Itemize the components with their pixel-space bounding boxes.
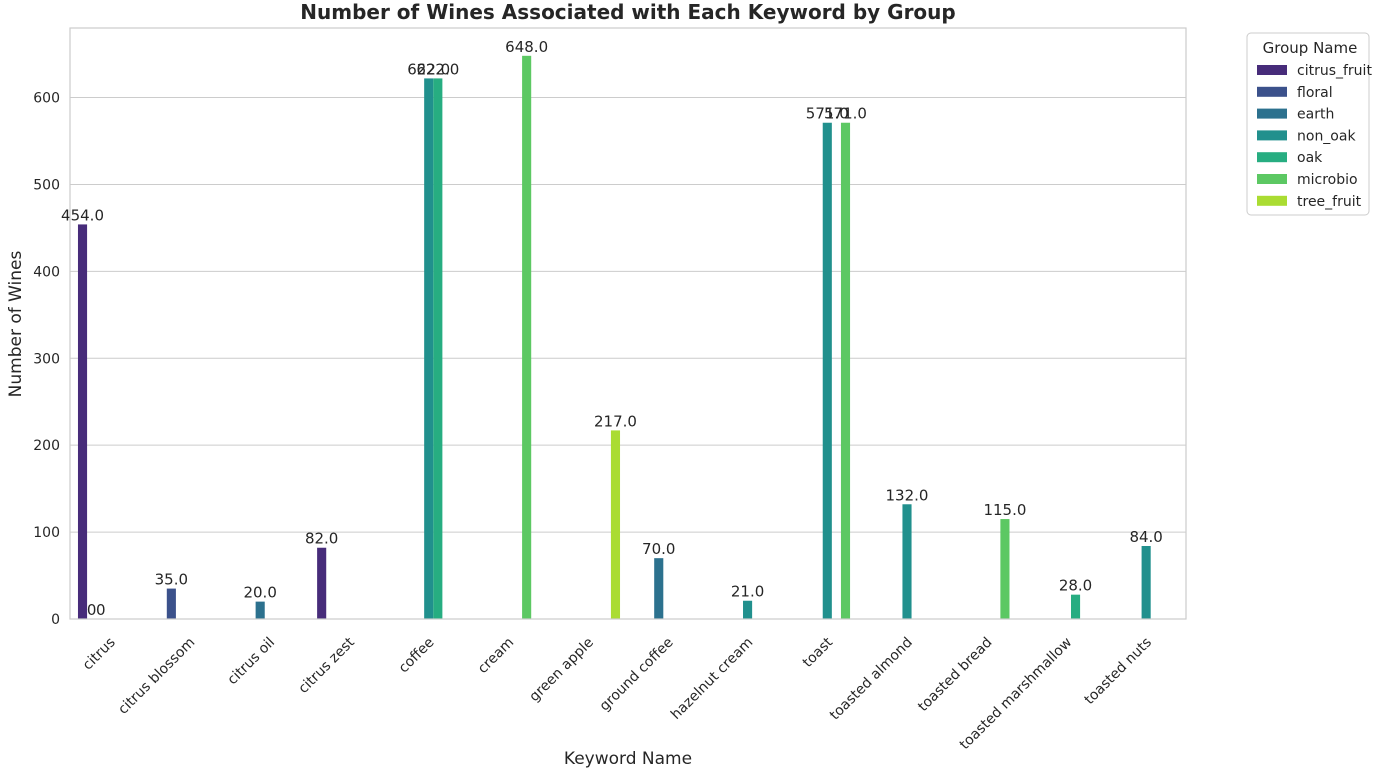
data-label: 82.0 (305, 530, 338, 548)
plot-background (70, 28, 1186, 619)
bar-oak (433, 78, 443, 620)
data-label: 132.0 (886, 486, 929, 504)
data-label: 84.0 (1129, 528, 1162, 546)
bars (77, 55, 1151, 620)
y-tick-label: 400 (33, 264, 60, 280)
legend-label-microbio: microbio (1297, 172, 1358, 188)
bar-non_oak (822, 122, 832, 619)
bar-earth (654, 558, 664, 619)
y-tick-label: 600 (33, 91, 60, 107)
y-axis-ticks: 0 100 200 300 400 500 600 (33, 91, 60, 628)
plot-area (70, 28, 1186, 619)
y-tick-label: 100 (33, 525, 60, 541)
y-axis-label: Number of Wines (6, 250, 26, 397)
bar-microbio (840, 122, 851, 619)
legend-swatch-citrus_fruit (1257, 65, 1287, 75)
x-tick-label: green apple (526, 635, 597, 706)
x-tick-label: cream (475, 635, 517, 677)
x-axis-label: Keyword Name (564, 749, 692, 769)
x-tick-label: toasted nuts (1081, 635, 1154, 708)
legend-swatch-tree_fruit (1257, 195, 1287, 206)
bar-earth (255, 601, 265, 619)
data-label: 217.0 (594, 412, 637, 430)
x-tick-label: citrus oil (225, 635, 279, 689)
data-label: 0 (87, 601, 97, 619)
bar-citrus_fruit (77, 224, 88, 619)
x-tick-label: citrus (80, 635, 119, 674)
bar-non_oak (1141, 545, 1151, 619)
legend-label-oak: oak (1297, 150, 1323, 166)
y-tick-label: 200 (33, 438, 60, 454)
y-tick-label: 0 (51, 612, 60, 628)
data-label: 622.0 (416, 60, 459, 78)
legend-box (1246, 32, 1370, 216)
bar-microbio (1000, 519, 1010, 619)
legend-swatch-microbio (1257, 174, 1287, 184)
bar-non_oak (424, 78, 434, 620)
legend-label-citrus_fruit: citrus_fruit (1297, 63, 1372, 79)
data-label: 0 (96, 601, 106, 619)
x-tick-label: toasted bread (915, 635, 995, 715)
x-tick-label: coffee (396, 635, 438, 677)
plot-frame (69, 27, 1187, 620)
legend-label-floral: floral (1297, 85, 1333, 101)
legend-label-non_oak: non_oak (1297, 128, 1356, 144)
legend-swatch-oak (1257, 152, 1287, 163)
x-tick-label: hazelnut cream (668, 635, 756, 723)
data-label: 28.0 (1059, 577, 1092, 595)
bar-floral (166, 588, 176, 619)
x-tick-label: citrus zest (295, 634, 358, 697)
x-tick-label: citrus blossom (115, 635, 198, 718)
bar-oak (1070, 594, 1081, 619)
bar-microbio (522, 55, 532, 619)
y-tick-label: 500 (33, 177, 60, 193)
bar-tree_fruit (610, 430, 621, 619)
y-tick-label: 300 (33, 351, 60, 367)
x-tick-label: toasted almond (827, 635, 916, 724)
gridlines (70, 97, 1186, 620)
bar-non_oak (902, 504, 912, 619)
data-label: 648.0 (505, 38, 548, 56)
chart-title: Number of Wines Associated with Each Key… (300, 0, 955, 24)
legend-swatch-earth (1257, 108, 1287, 119)
data-label: 20.0 (243, 584, 276, 602)
data-label: 21.0 (731, 583, 764, 601)
legend-title: Group Name (1263, 39, 1358, 57)
legend-swatch-floral (1257, 86, 1287, 97)
data-label: 70.0 (642, 540, 675, 558)
x-tick-label: toast (800, 634, 837, 671)
data-label: 571.0 (824, 105, 867, 123)
legend-label-earth: earth (1297, 107, 1334, 123)
bar-citrus_fruit (317, 547, 327, 619)
data-label: 622.0 (407, 60, 450, 78)
data-label: 571.0 (806, 105, 849, 123)
data-label: 454.0 (61, 206, 104, 224)
plot-border (69, 27, 1187, 620)
data-label: 115.0 (983, 501, 1026, 519)
bar-non_oak (743, 600, 753, 619)
x-tick-label: ground coffee (597, 635, 677, 715)
data-label: 35.0 (155, 571, 188, 589)
legend-swatch-non_oak (1257, 130, 1287, 141)
legend-label-tree_fruit: tree_fruit (1297, 194, 1362, 210)
